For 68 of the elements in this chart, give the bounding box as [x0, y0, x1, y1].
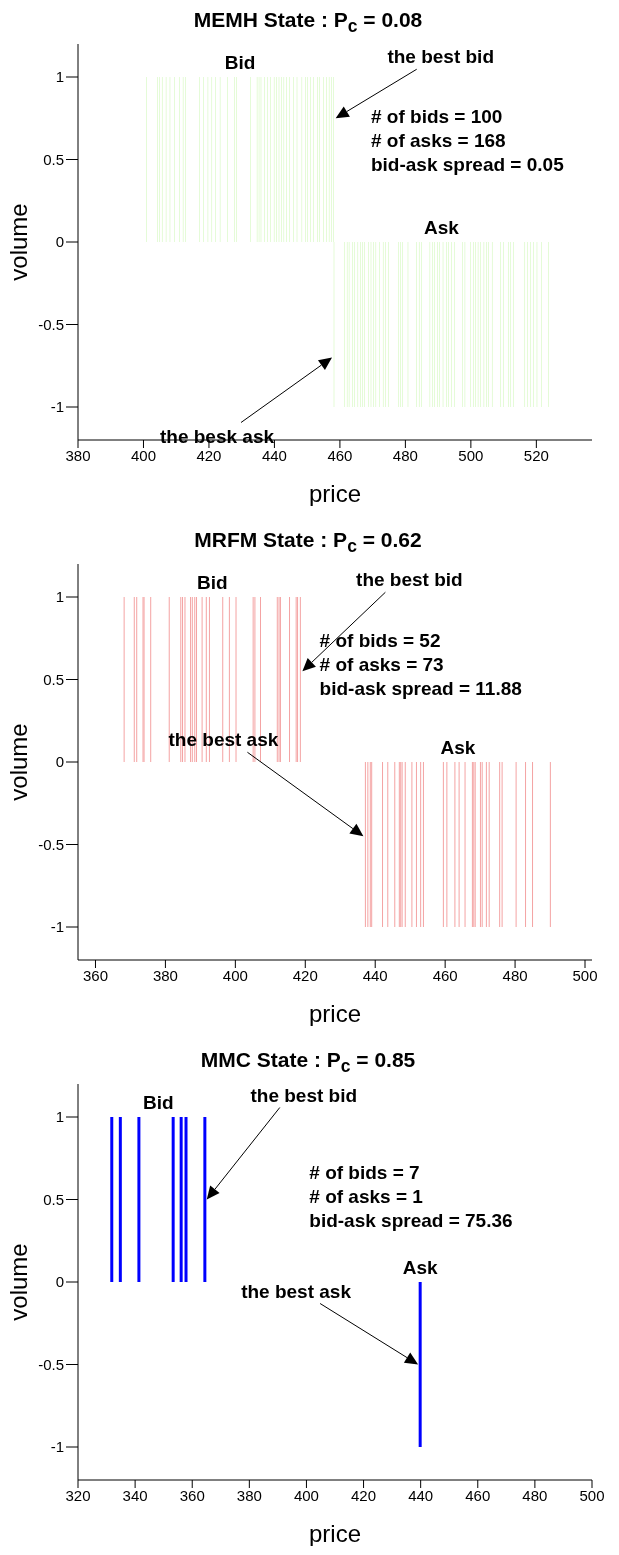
x-tick-label: 400	[293, 1486, 319, 1504]
x-tick-label: 380	[236, 1486, 262, 1504]
x-tick-label: 400	[222, 966, 248, 984]
chart-title: MEMH State : P$_{c}$ = 0.08	[192, 8, 424, 37]
y-axis-title: volume	[4, 723, 32, 801]
y-tick-label: 0.5	[43, 150, 64, 168]
x-tick-label: 360	[82, 966, 108, 984]
x-tick-label: 520	[523, 446, 549, 464]
series-label: Ask	[402, 1257, 438, 1278]
x-tick-label: 440	[408, 1486, 434, 1504]
y-tick-label: 0.5	[43, 670, 64, 688]
y-tick-label: -0.5	[38, 315, 64, 333]
annotation: # of asks = 73	[319, 654, 444, 676]
annotation: # of bids = 100	[370, 106, 503, 128]
y-tick-label: 0	[55, 1273, 64, 1291]
x-tick-label: 420	[351, 1486, 377, 1504]
annotation: # of asks = 168	[370, 130, 506, 152]
annotation: # of asks = 1	[309, 1186, 424, 1208]
annotation: the best ask	[241, 1280, 352, 1302]
annotation: the best bid	[356, 569, 463, 591]
x-tick-label: 500	[458, 446, 484, 464]
x-tick-label: 480	[502, 966, 528, 984]
annotation: the besk ask	[159, 425, 275, 447]
y-tick-label: 1	[55, 1108, 64, 1126]
x-tick-label: 380	[65, 446, 91, 464]
x-tick-label: 420	[292, 966, 318, 984]
x-tick-label: 320	[65, 1486, 91, 1504]
series-label: Bid	[142, 1092, 174, 1113]
y-tick-label: 0.5	[43, 1190, 64, 1208]
annotation: the best bid	[387, 46, 494, 68]
annotation: # of bids = 52	[319, 630, 441, 652]
y-tick-label: 0	[55, 233, 64, 251]
y-axis-title: volume	[4, 1243, 32, 1321]
series-label: Ask	[440, 737, 476, 758]
annotation: the best bid	[250, 1084, 358, 1106]
x-tick-label: 420	[196, 446, 222, 464]
series-label: Ask	[423, 217, 460, 238]
chart-title: MMC State : P$_{c}$ = 0.85	[199, 1048, 417, 1077]
x-tick-label: 440	[261, 446, 287, 464]
y-tick-label: 1	[55, 68, 64, 86]
y-tick-label: 1	[55, 588, 64, 606]
y-tick-label: -0.5	[38, 835, 64, 853]
x-tick-label: 380	[152, 966, 178, 984]
y-tick-label: 0	[55, 753, 64, 771]
x-tick-label: 500	[579, 1486, 605, 1504]
y-axis-title: volume	[4, 203, 32, 281]
x-tick-label: 480	[522, 1486, 548, 1504]
y-tick-label: -1	[50, 398, 64, 416]
x-tick-label: 400	[130, 446, 156, 464]
series-label: Bid	[196, 572, 228, 593]
x-tick-label: 480	[392, 446, 418, 464]
annotation: # of bids = 7	[309, 1162, 420, 1184]
x-tick-label: 460	[327, 446, 353, 464]
annotation: bid-ask spread = 0.05	[370, 154, 565, 176]
chart-title: MRFM State : P$_{c}$ = 0.62	[193, 528, 423, 557]
annotation: the best ask	[168, 729, 279, 751]
x-tick-label: 460	[465, 1486, 491, 1504]
x-tick-label: 460	[432, 966, 458, 984]
x-tick-label: 500	[572, 966, 598, 984]
x-tick-label: 360	[179, 1486, 205, 1504]
series-label: Bid	[224, 52, 256, 73]
y-tick-label: -1	[50, 1438, 64, 1456]
annotation: bid-ask spread = 75.36	[309, 1210, 513, 1232]
annotation: bid-ask spread = 11.88	[319, 678, 522, 700]
x-tick-label: 440	[362, 966, 388, 984]
x-tick-label: 340	[122, 1486, 148, 1504]
y-tick-label: -1	[50, 918, 64, 936]
y-tick-label: -0.5	[38, 1355, 64, 1373]
